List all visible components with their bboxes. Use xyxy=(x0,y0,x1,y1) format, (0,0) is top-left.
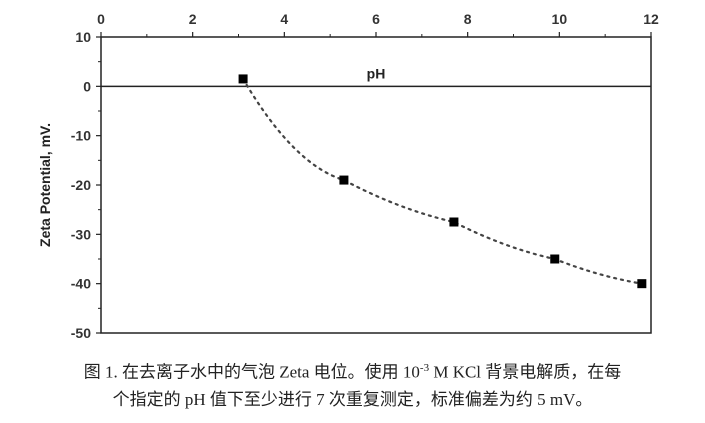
y-tick-label: 10 xyxy=(75,29,91,45)
y-axis-label: Zeta Potential, mV. xyxy=(37,123,53,247)
figure-caption: 图 1. 在去离子水中的气泡 Zeta 电位。使用 10-3 M KCl 背景电… xyxy=(0,355,705,413)
y-tick-label: 0 xyxy=(83,78,91,94)
y-tick-label: -50 xyxy=(71,325,91,341)
x-tick-label: 8 xyxy=(464,11,472,27)
data-point-1 xyxy=(238,74,248,84)
plot-frame xyxy=(100,36,652,334)
data-point-3 xyxy=(449,217,459,227)
x-axis-label: pH xyxy=(367,65,386,81)
x-tick-label: 4 xyxy=(280,11,288,27)
x-tick-label: 12 xyxy=(643,11,659,27)
data-point-4 xyxy=(550,254,560,264)
data-point-2 xyxy=(339,175,349,185)
caption-line-2: 个指定的 pH 值下至少进行 7 次重复测定，标准偏差为约 5 mV。 xyxy=(112,389,593,409)
x-tick-label: 10 xyxy=(552,11,568,27)
y-tick-label: -40 xyxy=(71,276,91,292)
data-points xyxy=(238,74,647,289)
y-axis-ticks: 10 0 -10 -20 -30 -40 -50 xyxy=(71,29,101,341)
y-tick-label: -20 xyxy=(71,177,91,193)
x-axis-ticks: 0 2 4 6 8 10 12 xyxy=(97,11,659,37)
caption-superscript: -3 xyxy=(419,362,430,374)
data-point-5 xyxy=(637,279,647,289)
caption-line-1-suffix: M KCl 背景电解质，在每 xyxy=(429,362,622,382)
x-tick-label: 2 xyxy=(189,11,197,27)
x-tick-label: 0 xyxy=(97,11,105,27)
zeta-potential-chart: 0 2 4 6 8 10 12 10 0 -10 -20 -30 -40 -50 pH Zeta Pot… xyxy=(37,11,659,341)
caption-line-1: 图 1. 在去离子水中的气泡 Zeta 电位。使用 10-3 M KCl 背景电… xyxy=(0,355,705,386)
x-tick-label: 6 xyxy=(372,11,380,27)
trend-line xyxy=(241,77,643,285)
caption-line-1-prefix: 图 1. 在去离子水中的气泡 Zeta 电位。使用 10 xyxy=(83,362,420,382)
y-tick-label: -10 xyxy=(71,128,91,144)
y-tick-label: -30 xyxy=(71,226,91,242)
